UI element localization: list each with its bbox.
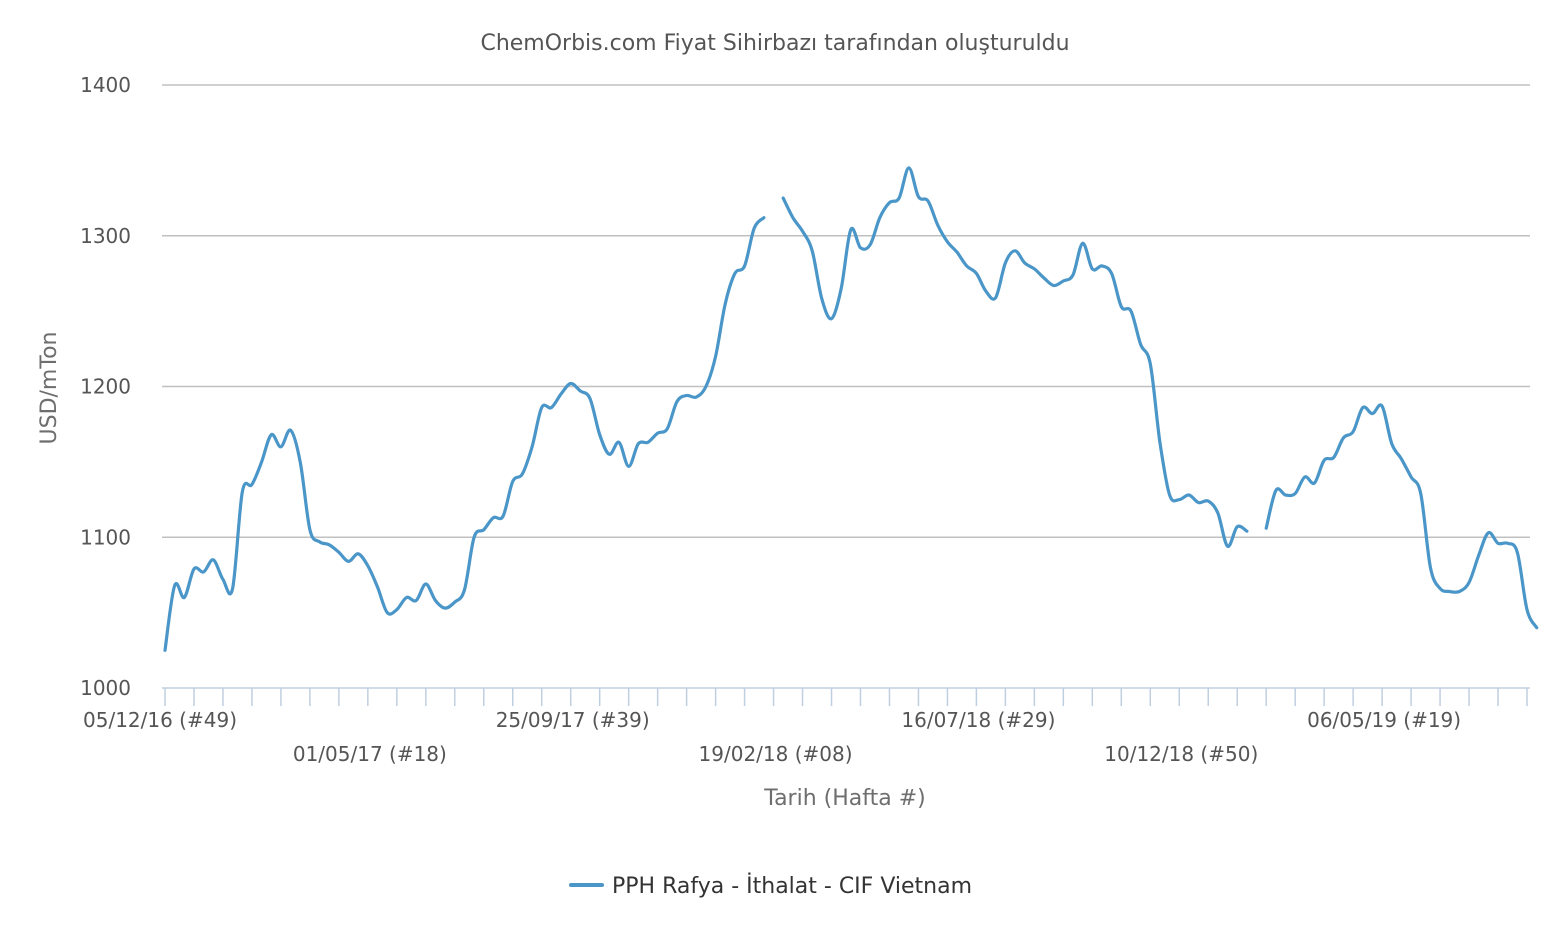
series-line [1264,403,1539,630]
y-tick-label: 1100 [80,525,131,549]
x-tick-label: 05/12/16 (#49) [83,708,237,732]
legend[interactable]: PPH Rafya - İthalat - CIF Vietnam [569,873,972,899]
y-tick-label: 1200 [80,375,131,399]
x-axis-title: Tarih (Hafta #) [763,786,925,811]
chart-title: ChemOrbis.com Fiyat Sihirbazı tarafından… [480,31,1069,56]
gridlines [162,84,1530,538]
series-lines [163,166,1539,652]
y-tick-label: 1300 [80,224,131,248]
x-tick-label: 16/07/18 (#29) [901,708,1055,732]
series-line [163,216,766,652]
x-tick-label: 01/05/17 (#18) [293,742,447,766]
legend-label: PPH Rafya - İthalat - CIF Vietnam [612,873,972,899]
series-line [781,166,1249,548]
y-tick-label: 1000 [80,676,131,700]
x-tick-label: 10/12/18 (#50) [1104,742,1258,766]
y-axis-title: USD/mTon [37,332,62,445]
x-tick-label: 06/05/19 (#19) [1307,708,1461,732]
x-axis-tick-marks [164,688,1528,706]
x-tick-label: 19/02/18 (#08) [699,742,853,766]
y-tick-label: 1400 [80,73,131,97]
x-axis-tick-labels: 05/12/16 (#49) 01/05/17 (#18) 25/09/17 (#3… [83,708,1461,766]
y-axis-tick-labels: 1000 1100 1200 1300 1400 [80,73,131,700]
x-tick-label: 25/09/17 (#39) [496,708,650,732]
